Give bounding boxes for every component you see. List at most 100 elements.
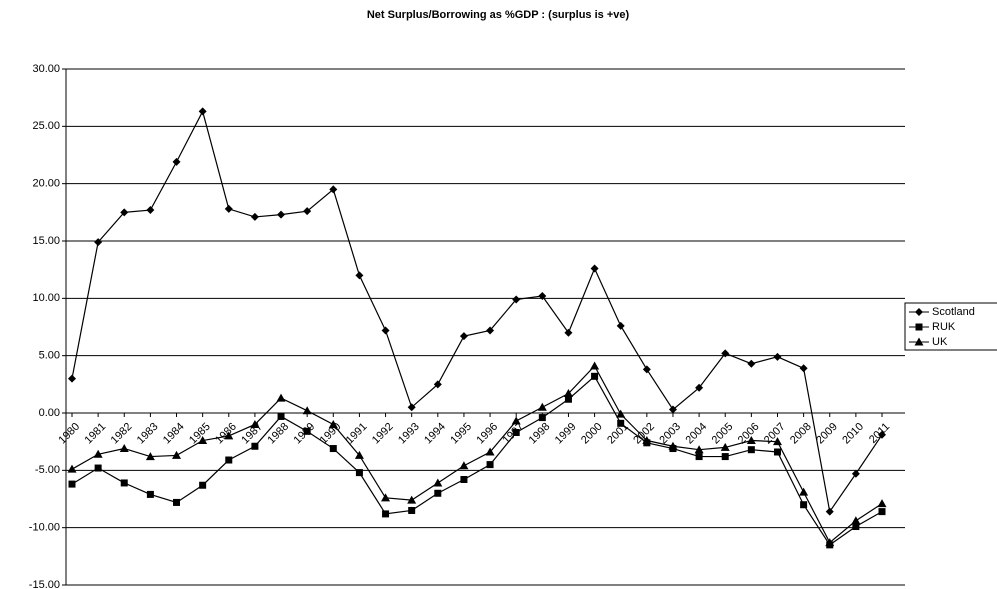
marker xyxy=(538,292,547,301)
marker xyxy=(146,490,154,498)
x-tick-label: 1988 xyxy=(265,421,291,447)
marker xyxy=(852,523,860,531)
marker xyxy=(433,380,442,389)
marker xyxy=(537,402,547,411)
marker xyxy=(382,510,390,518)
marker xyxy=(486,461,494,469)
x-tick-label: 1983 xyxy=(135,421,161,447)
marker xyxy=(800,501,808,509)
marker xyxy=(914,337,924,346)
marker xyxy=(173,498,181,506)
legend-label: RUK xyxy=(932,321,956,333)
marker xyxy=(199,481,207,489)
marker xyxy=(642,365,651,374)
marker xyxy=(642,436,652,445)
y-tick-label: -10.00 xyxy=(29,522,60,534)
x-tick-label: 1987 xyxy=(239,421,265,447)
marker xyxy=(772,437,782,446)
marker xyxy=(563,389,573,398)
marker xyxy=(878,430,886,439)
marker xyxy=(407,403,416,412)
x-tick-label: 1980 xyxy=(56,421,82,447)
marker xyxy=(668,441,678,450)
marker xyxy=(668,405,677,414)
marker xyxy=(825,507,834,516)
marker xyxy=(277,412,285,420)
marker xyxy=(773,352,782,361)
marker xyxy=(746,436,756,445)
y-tick-label: 15.00 xyxy=(32,235,60,247)
marker xyxy=(67,464,77,473)
y-tick-label: 30.00 xyxy=(32,63,60,75)
chart-title: Net Surplus/Borrowing as %GDP : (surplus… xyxy=(367,9,630,21)
marker xyxy=(172,157,181,166)
marker xyxy=(695,383,704,392)
marker xyxy=(224,204,233,213)
marker xyxy=(434,489,442,497)
marker xyxy=(355,469,363,477)
marker xyxy=(459,332,468,341)
marker xyxy=(407,495,417,504)
marker xyxy=(172,450,182,459)
marker xyxy=(721,349,730,358)
marker xyxy=(93,449,103,458)
y-tick-label: -5.00 xyxy=(35,464,60,476)
marker xyxy=(251,442,259,450)
x-tick-label: 1990 xyxy=(318,421,344,447)
x-tick-label: 1981 xyxy=(83,421,109,447)
x-tick-label: 2010 xyxy=(840,421,866,447)
x-tick-label: 2003 xyxy=(657,421,683,447)
marker xyxy=(276,393,286,402)
series-line xyxy=(71,364,883,544)
marker xyxy=(773,448,781,456)
marker xyxy=(825,538,835,547)
x-tick-label: 1996 xyxy=(474,421,500,447)
marker xyxy=(799,487,809,496)
legend-label: Scotland xyxy=(932,306,975,318)
marker xyxy=(329,185,338,194)
series-line xyxy=(71,109,883,514)
x-tick-label: 2005 xyxy=(710,421,736,447)
x-tick-label: 2004 xyxy=(683,421,709,447)
marker xyxy=(877,499,887,508)
marker xyxy=(512,295,521,304)
x-tick-label: 1992 xyxy=(370,421,396,447)
marker xyxy=(198,107,207,116)
marker xyxy=(433,478,443,487)
marker xyxy=(799,364,808,373)
marker xyxy=(94,464,102,472)
marker xyxy=(198,436,208,445)
marker xyxy=(460,476,468,484)
x-tick-label: 2000 xyxy=(579,421,605,447)
x-tick-label: 1994 xyxy=(422,421,448,447)
marker xyxy=(328,419,338,428)
marker xyxy=(408,506,416,514)
x-tick-label: 1993 xyxy=(396,421,422,447)
y-tick-label: 10.00 xyxy=(32,292,60,304)
marker xyxy=(381,493,391,502)
marker xyxy=(119,444,129,453)
marker xyxy=(302,406,312,415)
x-tick-label: 2008 xyxy=(788,421,814,447)
marker xyxy=(94,238,103,247)
marker xyxy=(459,461,469,470)
marker xyxy=(915,323,923,331)
marker xyxy=(120,208,129,217)
x-tick-label: 2009 xyxy=(814,421,840,447)
marker xyxy=(851,516,861,525)
marker xyxy=(747,446,755,454)
marker xyxy=(355,271,364,280)
x-tick-label: 1991 xyxy=(344,421,370,447)
marker xyxy=(538,414,546,422)
marker xyxy=(381,326,390,335)
marker xyxy=(303,427,311,435)
marker xyxy=(250,212,259,221)
marker xyxy=(225,456,233,464)
marker xyxy=(591,372,599,380)
y-tick-label: -15.00 xyxy=(29,579,60,589)
marker xyxy=(68,480,76,488)
marker xyxy=(68,374,76,383)
marker xyxy=(486,326,495,335)
series-line xyxy=(71,375,883,546)
